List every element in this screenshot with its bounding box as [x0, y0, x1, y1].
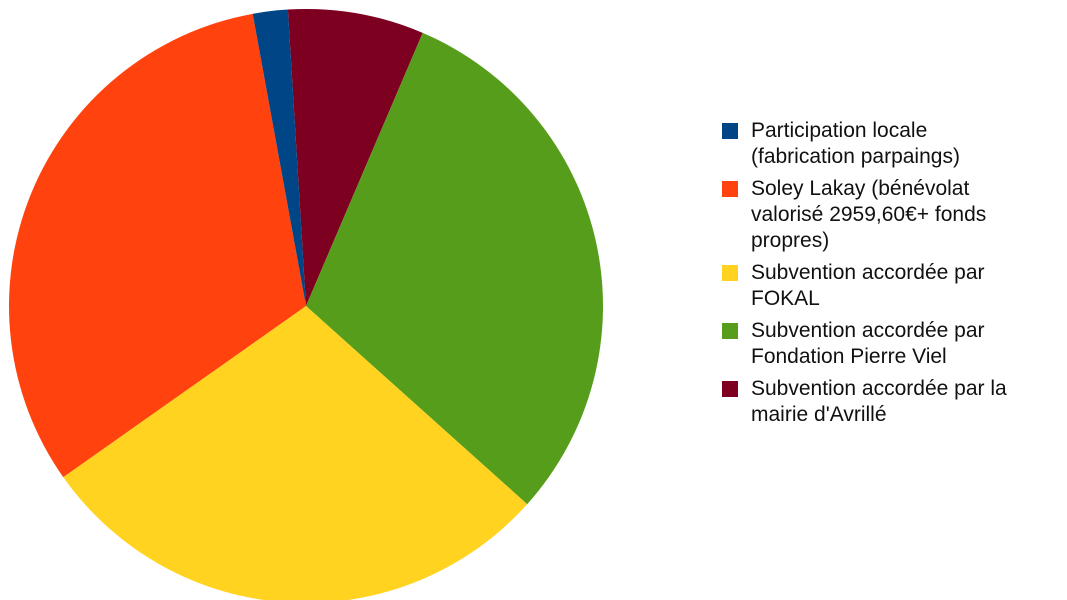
- legend-swatch-fokal: [722, 265, 738, 281]
- legend-item-fokal: Subvention accordée par FOKAL: [722, 260, 1052, 312]
- legend-label-avrille: Subvention accordée par la mairie d'Avri…: [751, 377, 1007, 426]
- legend-swatch-soley-lakay: [722, 181, 738, 197]
- legend-label-participation-locale: Participation locale (fabrication parpai…: [751, 119, 960, 168]
- pie-slice-subvention-accord-e-par-la: [287, 8, 423, 307]
- legend-item-soley-lakay: Soley Lakay (bénévolat valorisé 2959,60€…: [722, 176, 1052, 254]
- pie-chart: [8, 8, 604, 600]
- legend-label-pierre-viel: Subvention accordée par Fondation Pierre…: [751, 319, 985, 368]
- legend-item-participation-locale: Participation locale (fabrication parpai…: [722, 118, 1052, 170]
- pie-slice-subvention-accord-e-par: [306, 32, 604, 505]
- legend-swatch-avrille: [722, 381, 738, 397]
- legend-item-avrille: Subvention accordée par la mairie d'Avri…: [722, 376, 1052, 428]
- pie-slice-soley-lakay-b-n-volat: [8, 13, 307, 478]
- legend-item-pierre-viel: Subvention accordée par Fondation Pierre…: [722, 318, 1052, 370]
- legend-label-fokal: Subvention accordée par FOKAL: [751, 261, 985, 310]
- pie-slice-subvention-accord-e-par: [63, 306, 528, 600]
- chart-legend: Participation locale (fabrication parpai…: [722, 118, 1052, 434]
- legend-swatch-participation-locale: [722, 123, 738, 139]
- pie-slice-participation-locale: [252, 9, 306, 307]
- legend-label-soley-lakay: Soley Lakay (bénévolat valorisé 2959,60€…: [751, 177, 987, 252]
- legend-swatch-pierre-viel: [722, 323, 738, 339]
